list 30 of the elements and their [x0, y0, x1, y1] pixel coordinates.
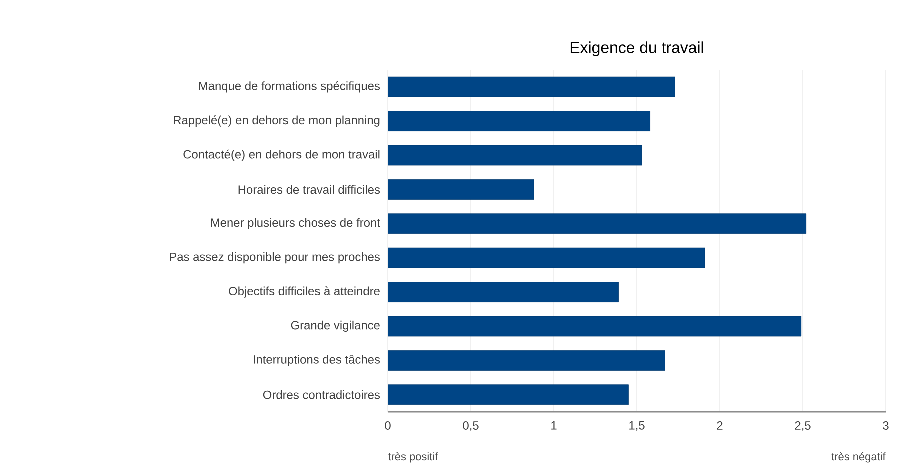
y-tick-label: Interruptions des tâches — [254, 355, 380, 366]
bar — [388, 145, 642, 166]
y-tick-label: Horaires de travail difficiles — [238, 185, 380, 194]
x-tick-label: 0 — [385, 422, 391, 430]
text: très négatif — [832, 452, 886, 463]
y-tick-label: Mener plusieurs choses de front — [211, 218, 380, 230]
x-tick-label: 1 — [552, 422, 557, 430]
x-tick-label: 0,5 — [463, 422, 479, 432]
bar — [388, 111, 650, 132]
bar — [388, 248, 706, 268]
x-tick-label: 2,5 — [795, 422, 811, 432]
x-tick-label: 3 — [883, 422, 889, 430]
x-tick-label: 1,5 — [630, 422, 645, 432]
y-tick-label: Objectifs difficiles à atteindre — [229, 286, 380, 298]
text: très positif — [388, 452, 438, 463]
y-tick-label: Rappelé(e) en dehors de mon planning — [174, 116, 380, 127]
y-tick-label: Ordres contradictoires — [263, 390, 380, 400]
y-tick-label: Contacté(e) en dehors de mon travail — [184, 150, 380, 162]
chart-title: Exigence du travail — [570, 42, 704, 56]
bar — [388, 384, 629, 406]
y-tick-label: Pas assez disponible pour mes proches — [170, 252, 380, 264]
x-tick-label: 2 — [717, 422, 723, 430]
bar — [388, 282, 619, 302]
bar — [388, 214, 807, 234]
bar — [388, 316, 802, 337]
bar — [388, 350, 666, 371]
y-tick-label: Grande vigilance — [291, 320, 380, 332]
bar — [388, 76, 676, 98]
y-tick-label: Manque de formations spécifiques — [199, 81, 380, 93]
bar — [388, 179, 534, 200]
